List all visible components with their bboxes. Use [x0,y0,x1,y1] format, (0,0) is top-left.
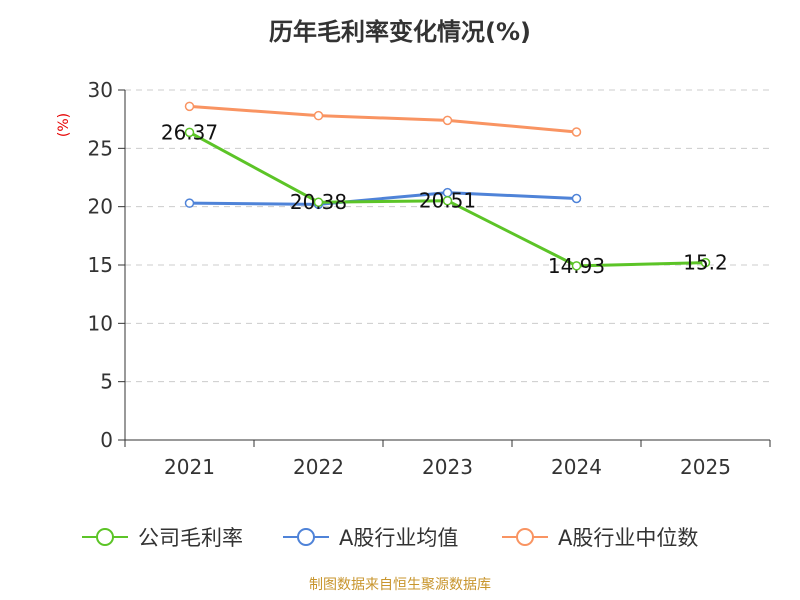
x-tick-label: 2021 [164,455,215,479]
data-point [442,195,453,206]
data-labels: 26.37 20.38 20.51 14.93 15.2 [161,120,728,277]
data-label: 15.2 [683,251,728,275]
series-line-2 [189,104,577,134]
x-tick-label: 2025 [680,455,731,479]
legend-label: A股行业中位数 [558,526,698,550]
y-tick-label: 10 [88,311,113,335]
series [184,101,711,271]
data-point [442,115,453,126]
data-label: 26.37 [161,120,218,144]
data-point [184,101,195,112]
series-line-1 [189,191,577,206]
data-point [700,257,711,268]
data-label: 20.51 [419,189,476,213]
chart-title: 历年毛利率变化情况(%) [269,18,531,46]
legend-swatch-marker [297,528,315,546]
data-source: 制图数据来自恒生聚源数据库 [309,577,491,593]
y-tick-label: 5 [100,370,113,394]
x-tick-label: 2023 [422,455,473,479]
y-axis-unit: (%) [56,113,72,137]
x-tick-label: 2024 [551,455,602,479]
legend-swatch-marker [96,528,114,546]
data-point [571,193,582,204]
data-point [571,261,582,271]
grid-lines [125,89,770,383]
y-tick-label: 0 [100,428,113,452]
legend-label: 公司毛利率 [138,526,243,550]
x-tick-label: 2022 [293,455,344,479]
y-tick-label: 25 [88,136,113,160]
y-tick-label: 30 [88,78,113,102]
data-point [571,127,582,137]
data-point [313,197,324,207]
data-point [184,127,195,138]
y-tick-label: 20 [88,195,113,219]
legend: 公司毛利率 A股行业均值 A股行业中位数 [82,526,698,550]
data-label: 20.38 [290,190,347,214]
data-label: 14.93 [548,254,605,278]
legend-swatch-marker [516,528,534,546]
data-point [184,198,195,208]
y-tick-label: 15 [88,253,113,277]
data-point [313,110,324,121]
legend-label: A股行业均值 [339,526,458,550]
